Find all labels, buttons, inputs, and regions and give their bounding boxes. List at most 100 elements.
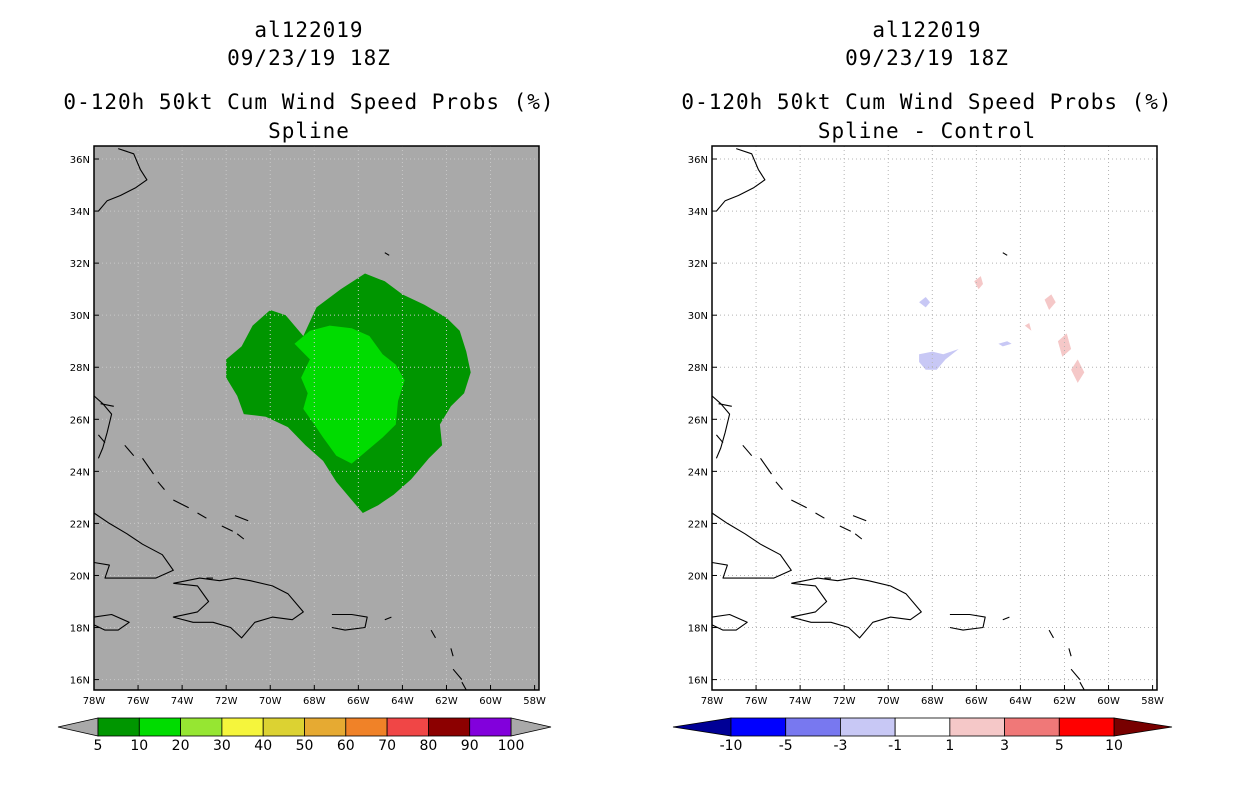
- lat-label: 24N: [688, 467, 708, 478]
- colorbar-segment: [1058, 717, 1115, 737]
- colorbar-segment: [427, 717, 471, 737]
- colorbar-segment: [840, 717, 896, 737]
- lon-label: 62W: [1053, 696, 1076, 707]
- colorbar-label: 10: [130, 738, 148, 754]
- colorbar-label: 20: [172, 738, 190, 754]
- coastline: [711, 613, 748, 631]
- lon-label: 70W: [259, 696, 282, 707]
- colorbar-label: 100: [498, 738, 525, 754]
- island: [775, 481, 783, 490]
- lat-label: 28N: [70, 363, 90, 374]
- island: [852, 515, 867, 522]
- lat-label: 30N: [70, 311, 90, 322]
- lon-label: 76W: [127, 696, 150, 707]
- difference-patch-5: [1057, 333, 1072, 357]
- lon-label: 66W: [347, 696, 370, 707]
- probability-map: 16N 18N 20N 22N 24N 26N 28N 30N 32N 34N 36N 78W 76W 7…: [57, 145, 552, 754]
- island: [197, 512, 207, 519]
- colorbar-label: 30: [213, 738, 231, 754]
- colorbar-segment: [138, 717, 182, 737]
- lon-label: 70W: [877, 696, 900, 707]
- difference-patch-3: [974, 276, 983, 290]
- colorbar-segment: [221, 717, 264, 737]
- colorbar-label: 60: [337, 738, 355, 754]
- lat-label: 26N: [688, 415, 708, 426]
- island: [1048, 629, 1054, 639]
- island: [791, 499, 807, 509]
- colorbar-segment: [469, 717, 512, 737]
- colorbar-segment: [304, 717, 347, 737]
- island: [430, 629, 436, 639]
- island: [384, 252, 390, 256]
- lat-label: 32N: [688, 259, 708, 270]
- island: [1002, 252, 1008, 256]
- difference-patch-4: [1044, 294, 1056, 310]
- coastline: [790, 577, 922, 639]
- gridlines: [712, 146, 1157, 690]
- difference-patch-1: [919, 297, 931, 308]
- island: [173, 499, 189, 509]
- colorbar-segment: [1004, 717, 1060, 737]
- colorbar-segment: [97, 717, 140, 737]
- island: [718, 403, 732, 407]
- lon-label: 66W: [965, 696, 988, 707]
- map-background: [712, 146, 1157, 690]
- island: [221, 525, 234, 532]
- lat-label: 20N: [70, 571, 90, 582]
- coastline: [711, 512, 792, 579]
- difference-patch-0: [919, 349, 959, 370]
- lon-label: 58W: [1141, 696, 1164, 707]
- colorbar-label: -10: [720, 738, 743, 754]
- right-map-panel: al122019 09/23/19 18Z 0-120h 50kt Cum Wi…: [618, 0, 1236, 800]
- coastline: [172, 577, 304, 639]
- coastline: [97, 148, 148, 212]
- lon-label: 58W: [523, 696, 546, 707]
- colorbar-label: 40: [254, 738, 272, 754]
- difference-patch-6: [1071, 359, 1085, 383]
- colorbar-segment: [386, 717, 429, 737]
- lat-label: 22N: [70, 519, 90, 530]
- difference-map: 16N 18N 20N 22N 24N 26N 28N 30N 32N 34N 36N 78W 76W 7…: [672, 145, 1173, 754]
- colorbar-segment: [345, 717, 388, 737]
- island: [854, 533, 863, 540]
- lon-label: 62W: [435, 696, 458, 707]
- island: [1070, 668, 1081, 680]
- colorbar-label: -1: [888, 738, 902, 754]
- colorbar-label: 80: [419, 738, 437, 754]
- lat-label: 18N: [688, 624, 708, 635]
- lat-label: 28N: [688, 363, 708, 374]
- island: [142, 457, 154, 475]
- colorbar-label: 5: [1055, 738, 1064, 754]
- colorbar: 5 10 20 30 40 50 60 70 80 90 100: [57, 717, 552, 754]
- lat-label: 24N: [70, 467, 90, 478]
- lon-label: 68W: [303, 696, 326, 707]
- island: [124, 444, 135, 457]
- colorbar-segment: [730, 717, 787, 737]
- lat-label: 30N: [688, 311, 708, 322]
- colorbar-segment: [894, 717, 951, 737]
- storm-id-title: al122019: [872, 18, 982, 42]
- lon-label: 78W: [83, 696, 106, 707]
- map-frame: [711, 145, 1158, 691]
- coastline: [949, 613, 986, 631]
- island: [157, 481, 165, 490]
- product-title: 0-120h 50kt Cum Wind Speed Probs (%): [63, 90, 555, 114]
- coastlines: [93, 148, 467, 691]
- coastline: [711, 395, 731, 459]
- colorbar-label: 90: [461, 738, 479, 754]
- island: [715, 434, 724, 444]
- coastline: [93, 395, 113, 459]
- colorbar-label: 70: [378, 738, 396, 754]
- lon-label: 64W: [391, 696, 414, 707]
- island: [461, 681, 467, 691]
- coastline: [715, 148, 766, 212]
- lon-label: 60W: [1097, 696, 1120, 707]
- lon-label: 74W: [171, 696, 194, 707]
- island: [742, 444, 753, 457]
- island: [815, 512, 825, 519]
- lat-label: 22N: [688, 519, 708, 530]
- island: [1068, 648, 1072, 657]
- colorbar-segment: [785, 717, 841, 737]
- island: [760, 457, 772, 475]
- island: [1079, 681, 1085, 691]
